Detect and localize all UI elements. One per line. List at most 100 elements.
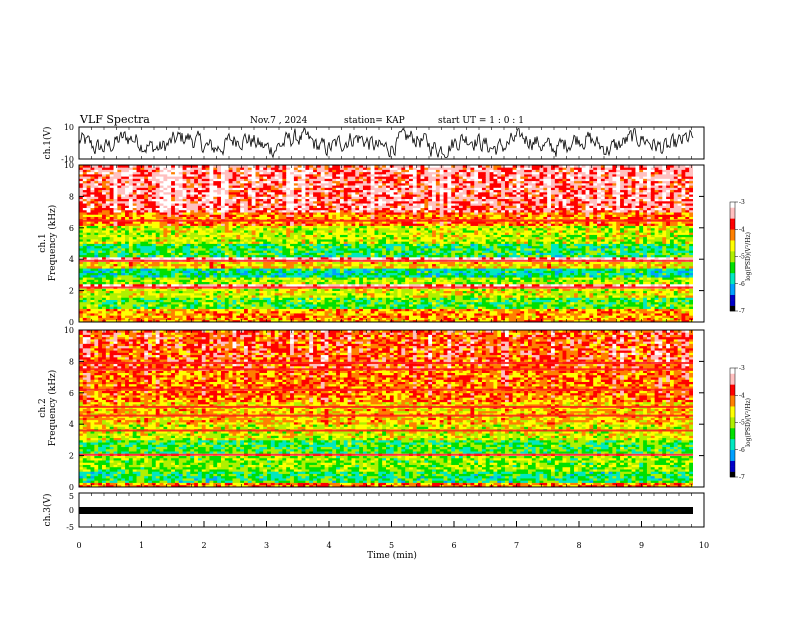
spectrogram-cell: [282, 191, 287, 195]
spectrogram-cell: [125, 247, 130, 251]
spectrogram-cell: [282, 272, 287, 276]
spectrogram-cell: [140, 254, 145, 258]
spectrogram-cell: [328, 265, 333, 269]
spectrogram-cell: [178, 270, 184, 274]
spectrogram-cell: [197, 234, 203, 238]
spectrogram-cell: [159, 250, 164, 253]
spectrogram-cell: [251, 207, 256, 211]
spectrogram-cell: [174, 297, 180, 300]
spectrogram-cell: [132, 209, 137, 213]
spectrogram-cell: [163, 317, 168, 321]
spectrogram-cell: [86, 203, 91, 206]
spectrogram-cell: [167, 290, 172, 294]
spectrogram-cell: [274, 272, 279, 276]
spectrogram-cell: [186, 207, 191, 211]
spectrogram-cell: [155, 196, 160, 200]
spectrogram-cell: [217, 254, 222, 258]
spectrogram-cell: [205, 185, 210, 188]
spectrogram-cell: [267, 165, 272, 168]
spectrogram-cell: [125, 297, 130, 300]
spectrogram-cell: [232, 247, 237, 251]
spectrogram-cell: [313, 279, 318, 283]
spectrogram-cell: [151, 205, 157, 209]
spectrogram-cell: [178, 212, 184, 215]
spectrogram-cell: [336, 319, 341, 323]
spectrogram-cell: [82, 265, 88, 269]
spectrogram-cell: [109, 256, 114, 260]
spectrogram-cell: [190, 209, 195, 213]
spectrogram-cell: [155, 234, 160, 238]
spectrogram-cell: [224, 288, 230, 291]
spectrogram-cell: [197, 310, 203, 314]
spectrogram-cell: [297, 265, 302, 269]
spectrogram-cell: [174, 225, 180, 229]
spectrogram-cell: [163, 254, 168, 258]
spectrogram-cell: [121, 268, 126, 271]
spectrogram-cell: [182, 270, 187, 274]
spectrogram-cell: [290, 200, 295, 204]
spectrogram-cell: [236, 295, 241, 298]
spectrogram-cell: [182, 176, 187, 179]
spectrogram-cell: [90, 180, 95, 184]
spectrogram-cell: [278, 270, 283, 274]
spectrogram-cell: [255, 189, 260, 193]
spectrogram-cell: [113, 225, 118, 229]
spectrogram-cell: [213, 283, 218, 287]
spectrogram-cell: [209, 288, 214, 291]
spectrogram-cell: [316, 292, 322, 296]
spectrogram-cell: [148, 187, 153, 191]
spectrogram-cell: [305, 279, 310, 283]
spectrogram-cell: [293, 281, 299, 285]
spectrogram-cell: [259, 272, 264, 276]
spectrogram-cell: [293, 198, 299, 202]
spectrogram-cell: [220, 216, 226, 220]
spectrogram-cell: [105, 301, 111, 305]
spectrogram-cell: [94, 315, 99, 318]
spectrogram-cell: [270, 279, 276, 283]
spectrogram-cell: [201, 236, 207, 240]
spectrogram-cell: [224, 234, 230, 238]
spectrogram-cell: [140, 171, 145, 175]
spectrogram-cell: [98, 295, 103, 298]
spectrogram-cell: [324, 189, 329, 193]
spectrogram-cell: [290, 308, 295, 312]
spectrogram-cell: [316, 319, 322, 323]
spectrogram-cell: [232, 198, 237, 202]
spectrogram-cell: [309, 236, 314, 240]
spectrogram-cell: [293, 209, 299, 213]
spectrogram-cell: [79, 221, 84, 224]
spectrogram-cell: [297, 268, 302, 271]
spectrogram-cell: [286, 313, 291, 316]
spectrogram-cell: [328, 203, 333, 206]
spectrogram-cell: [236, 196, 241, 200]
spectrogram-cell: [144, 310, 149, 314]
spectrogram-cell: [86, 263, 91, 267]
spectrogram-cell: [86, 295, 91, 298]
spectrogram-cell: [82, 288, 88, 291]
spectrogram-cell: [205, 247, 210, 251]
spectrogram-cell: [86, 232, 91, 235]
spectrogram-cell: [190, 189, 195, 193]
spectrogram-cell: [105, 243, 111, 247]
spectrogram-cell: [244, 306, 249, 309]
spectrogram-cell: [282, 169, 287, 173]
spectrogram-cell: [255, 180, 260, 184]
spectrogram-cell: [94, 265, 99, 269]
spectrogram-cell: [125, 171, 130, 175]
spectrogram-cell: [244, 301, 249, 305]
spectrogram-cell: [336, 182, 341, 186]
spectrogram-cell: [105, 270, 111, 274]
spectrogram-cell: [82, 198, 88, 202]
spectrogram-cell: [201, 221, 207, 224]
spectrogram-cell: [274, 173, 279, 177]
spectrogram-cell: [351, 308, 356, 312]
spectrogram-cell: [267, 313, 272, 316]
spectrogram-cell: [220, 241, 226, 244]
spectrogram-cell: [293, 319, 299, 323]
spectrogram-cell: [313, 261, 318, 265]
spectrogram-cell: [301, 265, 306, 269]
spectrogram-cell: [316, 230, 322, 233]
spectrogram-cell: [286, 243, 291, 247]
spectrogram-cell: [186, 277, 191, 280]
spectrogram-cell: [174, 191, 180, 195]
